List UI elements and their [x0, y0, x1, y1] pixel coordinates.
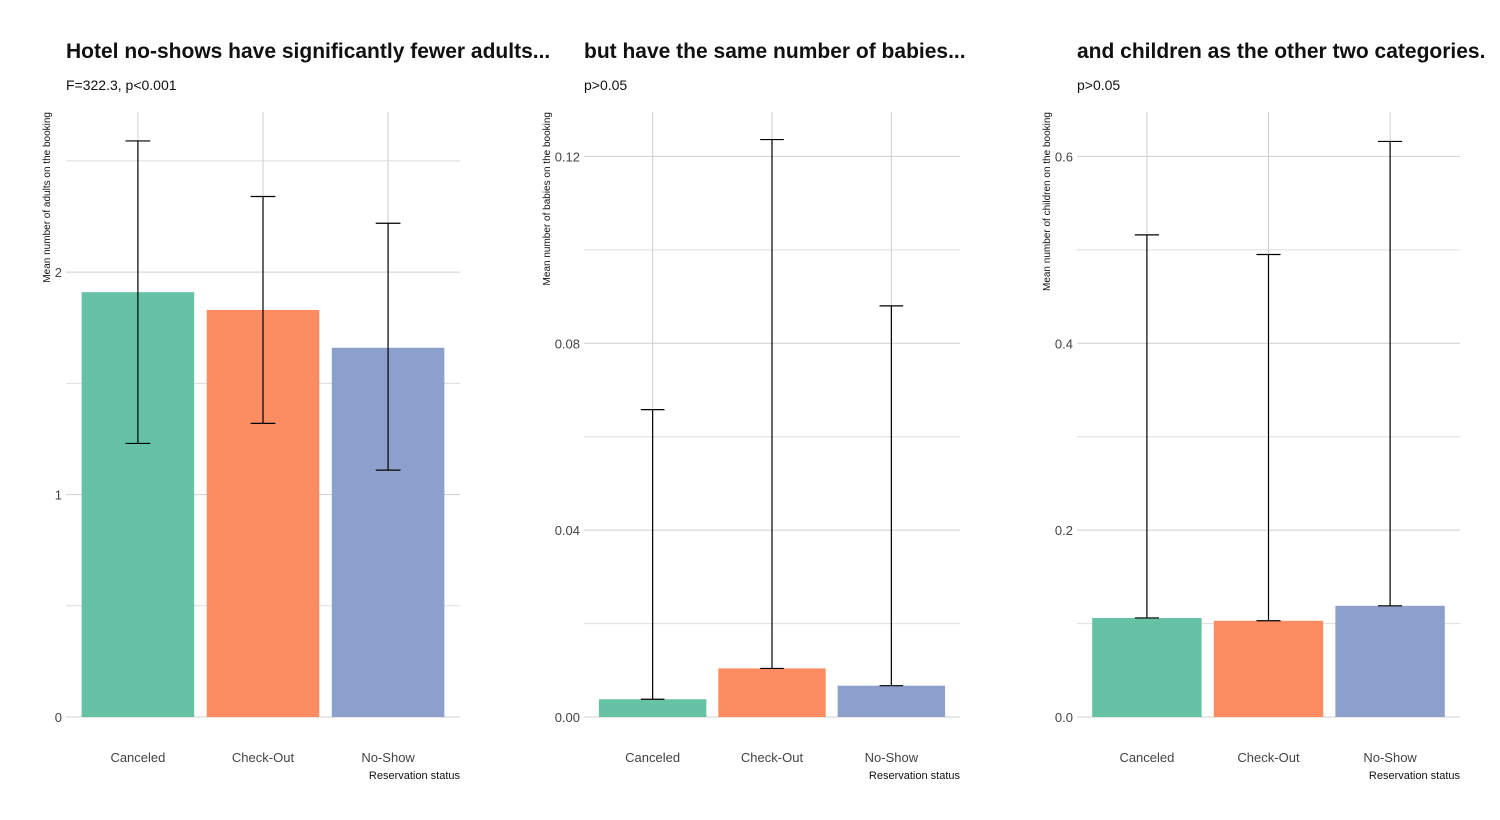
bar-no-show [1335, 605, 1445, 717]
panel-title: Hotel no-shows have significantly fewer … [66, 40, 550, 63]
error-bar-check-out [1256, 253, 1281, 622]
y-axis-label: Mean number of babies on the booking [542, 112, 553, 285]
bars [1092, 605, 1445, 717]
y-tick-label: 0.00 [555, 710, 580, 725]
panel-children: and children as the other two categories… [1042, 40, 1485, 782]
bars [598, 668, 946, 717]
y-tick-label: 0.4 [1055, 336, 1073, 351]
x-axis-label: Reservation status [369, 770, 461, 782]
bar-check-out [1213, 620, 1324, 717]
y-tick-label: 0.08 [555, 336, 580, 351]
bar-canceled [598, 699, 707, 717]
y-tick-label: 0.12 [555, 149, 580, 164]
error-bar-canceled [1134, 234, 1159, 619]
x-tick-label: Canceled [625, 750, 680, 765]
x-tick-label: Canceled [1119, 750, 1174, 765]
bar-canceled [1092, 617, 1202, 717]
x-axis-ticks: Canceled Check-Out No-Show [110, 750, 415, 765]
y-axis-ticks: 0 1 2 [55, 265, 62, 725]
error-bar-no-show [879, 305, 904, 687]
x-axis-label: Reservation status [1369, 770, 1461, 782]
x-tick-label: No-Show [1363, 750, 1417, 765]
y-tick-label: 2 [55, 265, 62, 280]
y-axis-ticks: 0.0 0.2 0.4 0.6 [1055, 149, 1073, 725]
x-tick-label: Check-Out [232, 750, 295, 765]
y-tick-label: 0.0 [1055, 710, 1073, 725]
y-tick-label: 0.6 [1055, 149, 1073, 164]
panel-babies: but have the same number of babies... p>… [542, 40, 966, 782]
bar-check-out [718, 668, 826, 717]
y-tick-label: 1 [55, 488, 62, 503]
panel-subtitle: F=322.3, p<0.001 [66, 77, 177, 93]
y-axis-ticks: 0.00 0.04 0.08 0.12 [555, 149, 580, 725]
error-bars [125, 140, 401, 471]
error-bar-no-show [1378, 140, 1403, 607]
bar-no-show [837, 685, 946, 717]
error-bars [1134, 140, 1403, 622]
error-bars [640, 138, 904, 700]
x-axis-label: Reservation status [869, 770, 961, 782]
error-bar-check-out [250, 195, 276, 424]
y-tick-label: 0.2 [1055, 523, 1073, 538]
panel-subtitle: p>0.05 [584, 77, 627, 93]
y-axis-label: Mean number of adults on the booking [42, 112, 53, 283]
x-tick-label: Check-Out [741, 750, 804, 765]
panel-adults: Hotel no-shows have significantly fewer … [42, 40, 550, 782]
error-bar-check-out [760, 138, 784, 670]
error-bar-canceled [125, 140, 151, 445]
panel-title: and children as the other two categories… [1077, 40, 1485, 63]
y-axis-label: Mean number of children on the booking [1042, 112, 1053, 291]
y-tick-label: 0.04 [555, 523, 580, 538]
panel-title: but have the same number of babies... [584, 40, 966, 63]
error-bar-no-show [375, 222, 401, 471]
x-tick-label: Canceled [110, 750, 165, 765]
panel-subtitle: p>0.05 [1077, 77, 1120, 93]
x-tick-label: No-Show [361, 750, 415, 765]
x-axis-ticks: Canceled Check-Out No-Show [625, 750, 919, 765]
x-tick-label: Check-Out [1237, 750, 1300, 765]
x-tick-label: No-Show [865, 750, 919, 765]
error-bar-canceled [640, 408, 665, 700]
x-axis-ticks: Canceled Check-Out No-Show [1119, 750, 1417, 765]
y-tick-label: 0 [55, 710, 62, 725]
